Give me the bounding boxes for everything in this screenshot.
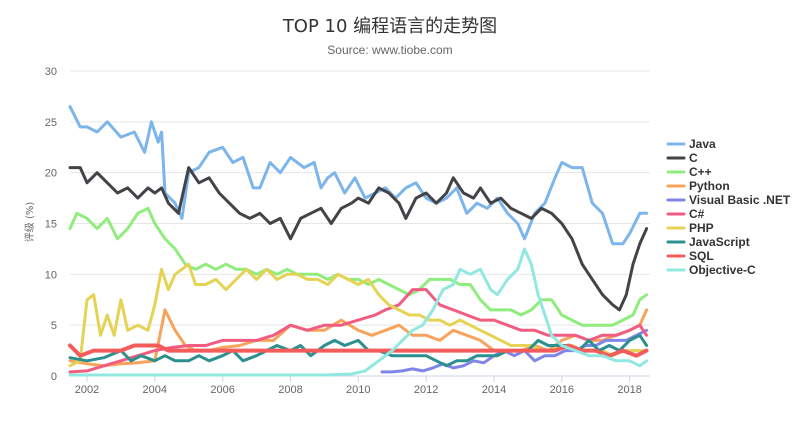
- legend-item[interactable]: PHP: [666, 221, 714, 235]
- legend-label: JavaScript: [689, 235, 750, 249]
- x-tick-label: 2010: [346, 384, 370, 396]
- legend-label: C: [689, 151, 698, 165]
- legend-label: Visual Basic .NET: [689, 193, 791, 207]
- legend-item[interactable]: JavaScript: [666, 235, 750, 249]
- y-tick-label: 25: [45, 117, 57, 129]
- x-tick-label: 2016: [550, 384, 574, 396]
- series-line-c[interactable]: [68, 166, 649, 312]
- x-tick-label: 2008: [278, 384, 302, 396]
- legend-item[interactable]: C#: [666, 207, 705, 221]
- legend-label: Java: [689, 137, 716, 151]
- legend-label: C#: [689, 207, 705, 221]
- x-tick-label: 2004: [143, 384, 167, 396]
- legend-item[interactable]: Visual Basic .NET: [666, 193, 791, 207]
- series-line-python[interactable]: [68, 308, 649, 368]
- legend-item[interactable]: C: [666, 151, 698, 165]
- series-line-java[interactable]: [68, 105, 649, 246]
- series-line-objective-c[interactable]: [68, 247, 649, 377]
- legend-item[interactable]: C++: [666, 165, 712, 179]
- x-tick-label: 2002: [75, 384, 99, 396]
- chart-title: TOP 10 编程语言的走势图: [282, 16, 498, 37]
- y-tick-label: 15: [45, 219, 57, 231]
- y-tick-label: 5: [51, 320, 57, 332]
- legend-item[interactable]: SQL: [666, 249, 714, 263]
- legend-item[interactable]: Python: [666, 179, 730, 193]
- series-line-visual-basic-net[interactable]: [380, 328, 649, 374]
- legend-label: SQL: [689, 249, 714, 263]
- y-tick-label: 20: [45, 168, 57, 180]
- legend-label: Python: [689, 179, 730, 193]
- series-line-sql[interactable]: [68, 343, 649, 358]
- chart-subtitle: Source: www.tiobe.com: [327, 43, 453, 57]
- x-tick-label: 2014: [482, 384, 506, 396]
- legend-label: PHP: [689, 221, 714, 235]
- y-axis-label: 评级 (%): [24, 202, 36, 243]
- y-tick-label: 10: [45, 269, 57, 281]
- legend-item[interactable]: Java: [666, 137, 716, 151]
- legend-label: C++: [689, 165, 712, 179]
- x-tick-label: 2018: [617, 384, 641, 396]
- legend-item[interactable]: Objective-C: [666, 263, 756, 277]
- x-tick-label: 2006: [210, 384, 234, 396]
- series-lines: [68, 105, 649, 377]
- axes: 0 5 10 15 20 25 30 2002 2004 2006 2008 2010 2012 2014…: [45, 66, 650, 396]
- series-line-c-[interactable]: [68, 206, 649, 327]
- y-tick-label: 30: [45, 66, 57, 78]
- legend-label: Objective-C: [689, 263, 756, 277]
- x-tick-label: 2012: [414, 384, 438, 396]
- y-tick-label: 0: [51, 371, 57, 383]
